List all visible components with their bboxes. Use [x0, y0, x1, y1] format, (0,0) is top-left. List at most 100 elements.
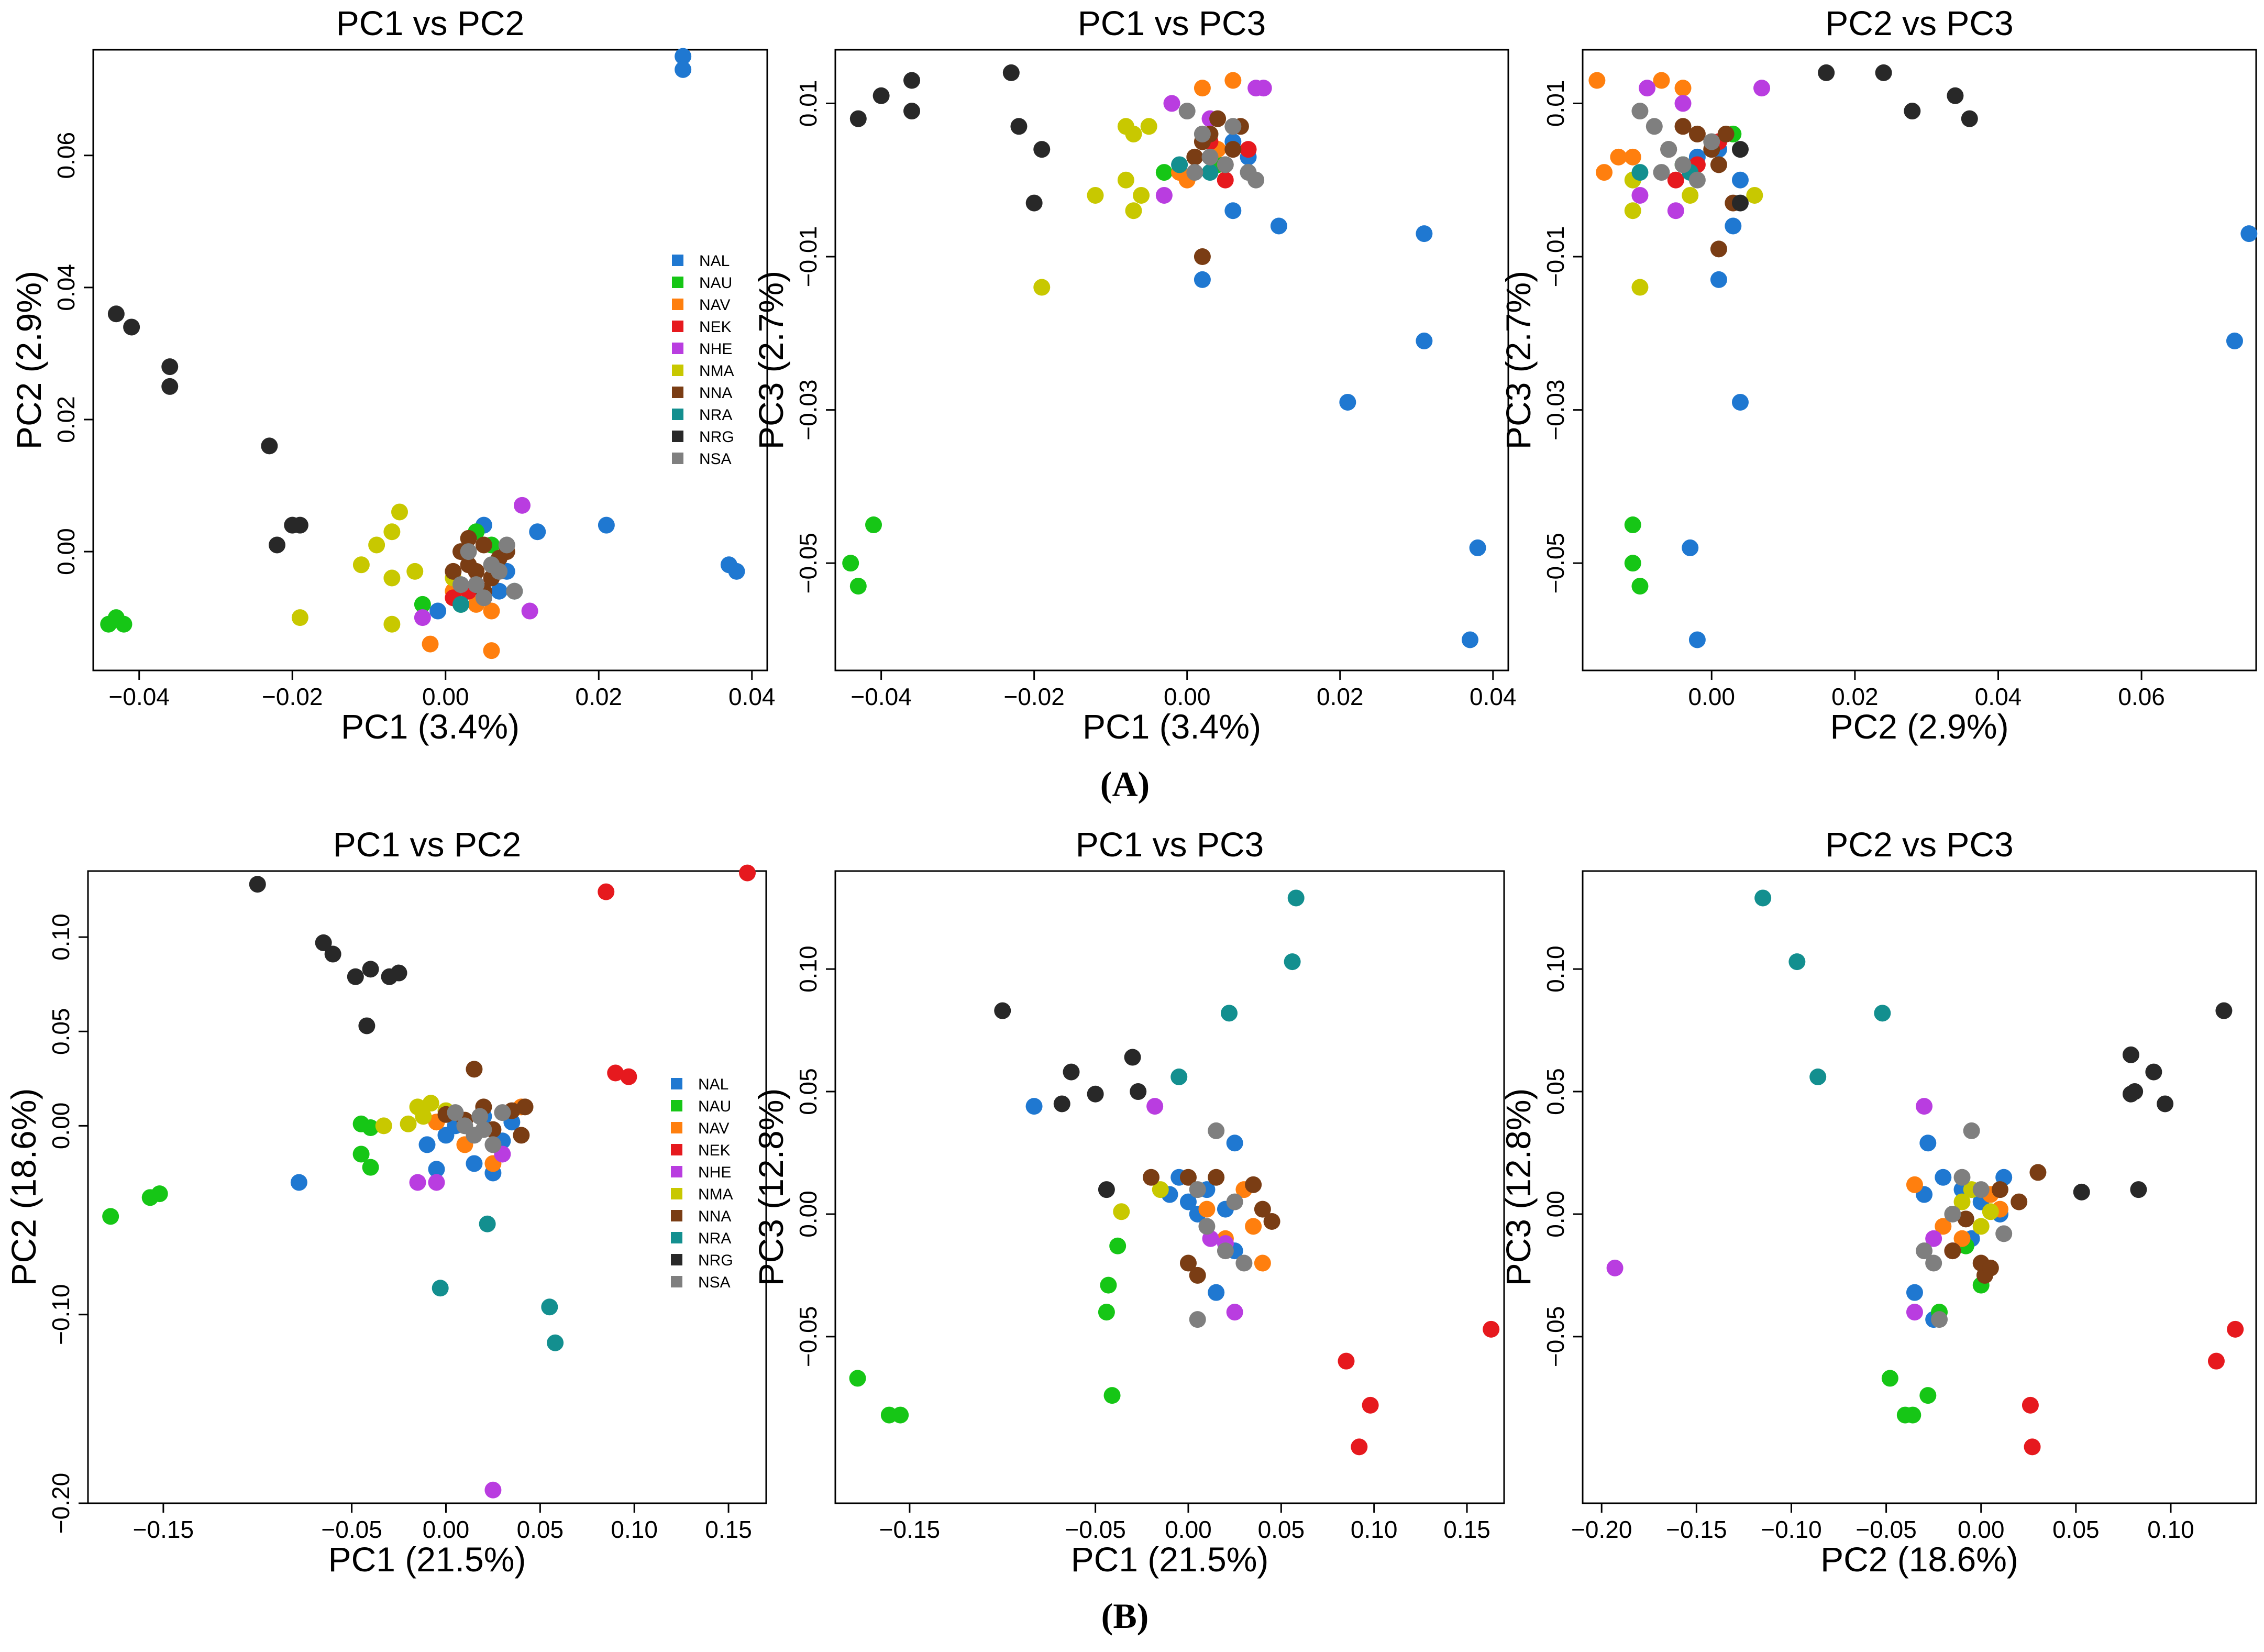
data-point-nrg	[315, 934, 332, 951]
data-point-nek	[598, 883, 615, 900]
x-tick-label: 0.10	[1351, 1516, 1398, 1543]
data-point-nal	[728, 563, 745, 580]
x-tick-label: −0.05	[1856, 1516, 1916, 1543]
data-point-nav	[1935, 1218, 1952, 1235]
data-point-nau	[1904, 1406, 1921, 1424]
data-point-nna	[1254, 1201, 1271, 1218]
legend-label-nma: NMA	[699, 362, 734, 380]
y-tick-label: −0.01	[794, 226, 822, 287]
figure-label-A: (A)	[1100, 764, 1150, 804]
data-point-nma	[291, 609, 308, 626]
data-point-nsa	[447, 1104, 464, 1121]
data-point-nhe	[1906, 1304, 1923, 1321]
data-point-nsa	[1217, 1242, 1234, 1260]
data-point-nsa	[1916, 1242, 1933, 1260]
chart-title: PC1 vs PC3	[1076, 825, 1264, 864]
data-point-nna	[2011, 1193, 2028, 1210]
data-point-nal	[1682, 539, 1699, 556]
data-point-nrg	[390, 964, 407, 982]
data-point-nau	[865, 516, 882, 534]
data-point-nna	[1186, 148, 1203, 166]
y-tick-label: 0.02	[52, 396, 80, 443]
data-point-nma	[1152, 1181, 1169, 1198]
x-tick-label: 0.00	[1165, 1516, 1212, 1543]
data-point-nma	[1113, 1203, 1130, 1220]
data-point-nek	[1240, 141, 1257, 158]
data-point-nal	[1688, 631, 1706, 648]
data-point-nma	[391, 503, 408, 521]
data-point-nra	[479, 1215, 496, 1232]
data-point-nrg	[249, 876, 266, 893]
x-tick-label: 0.00	[1164, 683, 1211, 710]
chart-title: PC2 vs PC3	[1825, 4, 2013, 42]
data-point-nsa	[1186, 164, 1203, 181]
data-point-nna	[475, 536, 492, 554]
y-axis-label: PC3 (2.7%)	[752, 271, 790, 449]
data-point-nsa	[1201, 148, 1219, 166]
data-point-nra	[432, 1280, 449, 1297]
data-point-nma	[1624, 202, 1641, 219]
chart-A-pc2-vs-pc3: PC2 vs PC3 0.00 0.02 0.04 0.06 −0.05 −0.03 −0.0…	[1499, 4, 2258, 746]
data-point-nna	[466, 1061, 483, 1078]
chart-B-pc2-vs-pc3: PC2 vs PC3 −0.20 −0.15 −0.10 −0.05 0.00 0.05 0.…	[1499, 825, 2257, 1579]
data-point-nna	[516, 1098, 534, 1116]
data-point-nsa	[1178, 103, 1196, 120]
data-point-nna	[1710, 240, 1727, 258]
data-point-nna	[1179, 1254, 1197, 1272]
legend-label-nhe: NHE	[698, 1164, 731, 1181]
data-point-nau	[1919, 1387, 1937, 1404]
data-point-nrg	[161, 358, 179, 376]
data-point-nma	[415, 1108, 432, 1125]
data-point-nal	[428, 1161, 445, 1178]
data-point-nma	[1125, 125, 1142, 142]
y-tick-label: 0.00	[47, 1103, 74, 1150]
data-point-nek	[2227, 1320, 2244, 1338]
data-point-nra	[547, 1334, 564, 1351]
data-point-nsa	[1189, 1311, 1206, 1328]
data-point-nra	[1788, 953, 1806, 971]
legend-label-nal: NAL	[698, 1076, 728, 1093]
data-point-nra	[1171, 156, 1188, 173]
data-point-nma	[1125, 202, 1142, 219]
chart-title: PC2 vs PC3	[1825, 825, 2013, 864]
data-point-nek	[1362, 1396, 1379, 1414]
x-tick-label: 0.04	[1470, 683, 1517, 710]
data-point-nna	[468, 563, 485, 580]
data-point-nsa	[498, 536, 515, 554]
data-point-nna	[1991, 1181, 2008, 1198]
legend: NAL NAU NAV NEK NHE NMA NNA NRA NRG NSA	[671, 1076, 733, 1291]
data-point-nrg	[123, 318, 140, 336]
legend-swatch-nav	[671, 1122, 682, 1133]
data-point-nrg	[903, 72, 921, 89]
data-point-nra	[1284, 953, 1301, 971]
data-point-nsa	[1645, 118, 1663, 135]
legend-label-nna: NNA	[699, 384, 732, 402]
data-point-nna	[460, 530, 477, 547]
plot-frame	[1582, 49, 2257, 671]
data-point-nav	[1245, 1218, 1262, 1235]
data-point-nrg	[1731, 194, 1749, 212]
y-tick-label: 0.05	[47, 1008, 74, 1055]
data-point-nrg	[1130, 1083, 1147, 1100]
data-point-nrg	[849, 110, 867, 127]
legend-label-nsa: NSA	[699, 450, 732, 468]
legend-label-nra: NRA	[698, 1230, 731, 1247]
x-tick-label: 0.00	[423, 1516, 470, 1543]
data-point-nrg	[362, 961, 379, 978]
data-point-nrg	[994, 1002, 1011, 1019]
legend-label-nhe: NHE	[699, 340, 732, 358]
y-tick-label: −0.05	[794, 533, 822, 593]
y-tick-label: −0.05	[794, 1306, 822, 1367]
plot-frame	[834, 870, 1505, 1504]
data-point-nav	[1653, 72, 1670, 89]
legend-label-nek: NEK	[698, 1142, 731, 1159]
data-point-nma	[1982, 1203, 1999, 1220]
data-point-nek	[1667, 171, 1684, 189]
x-tick-label: 0.15	[1443, 1516, 1490, 1543]
data-point-nal	[1906, 1284, 1923, 1301]
data-point-nav	[1224, 72, 1242, 89]
x-tick-label: −0.02	[1003, 683, 1064, 710]
data-point-nhe	[1155, 186, 1173, 204]
legend-swatch-nek	[672, 321, 683, 332]
